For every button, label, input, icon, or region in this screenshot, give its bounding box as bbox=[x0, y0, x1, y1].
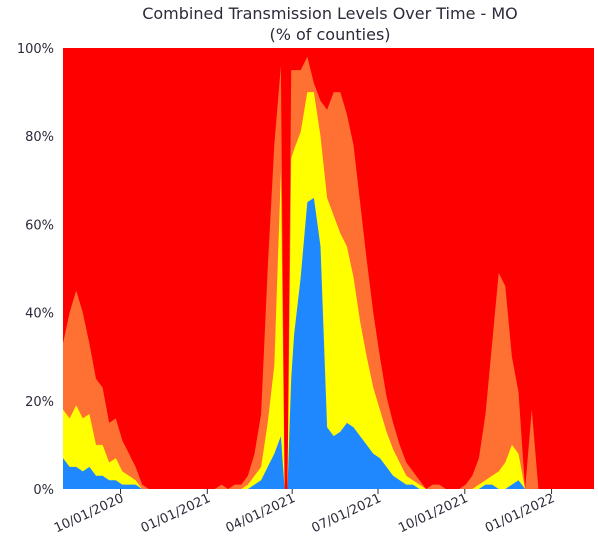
x-tick-label: 10/01/2021 bbox=[396, 491, 470, 536]
y-tick-label: 40% bbox=[25, 307, 54, 322]
x-tick-label: 07/01/2021 bbox=[309, 491, 383, 536]
y-tick-label: 0% bbox=[33, 483, 54, 498]
plot-area bbox=[63, 48, 594, 490]
y-tick-label: 80% bbox=[25, 130, 54, 145]
x-tick-label: 10/01/2020 bbox=[52, 491, 126, 536]
x-tick-label: 01/01/2022 bbox=[483, 491, 557, 536]
x-tick-label: 04/01/2021 bbox=[224, 491, 298, 536]
area-series-1 bbox=[63, 92, 592, 489]
y-tick-label: 20% bbox=[25, 395, 54, 410]
chart-subtitle: (% of counties) bbox=[269, 25, 390, 44]
area-series-0 bbox=[63, 197, 592, 489]
y-tick-label: 100% bbox=[17, 42, 54, 57]
x-axis: 10/01/2020 01/01/2021 04/01/2021 07/01/2021… bbox=[52, 489, 557, 536]
x-tick-label: 01/01/2021 bbox=[139, 491, 213, 536]
chart-title: Combined Transmission Levels Over Time -… bbox=[142, 4, 518, 23]
y-tick-label: 60% bbox=[25, 218, 54, 233]
y-axis: 0% 20% 40% 60% 80% 100% bbox=[17, 42, 54, 498]
